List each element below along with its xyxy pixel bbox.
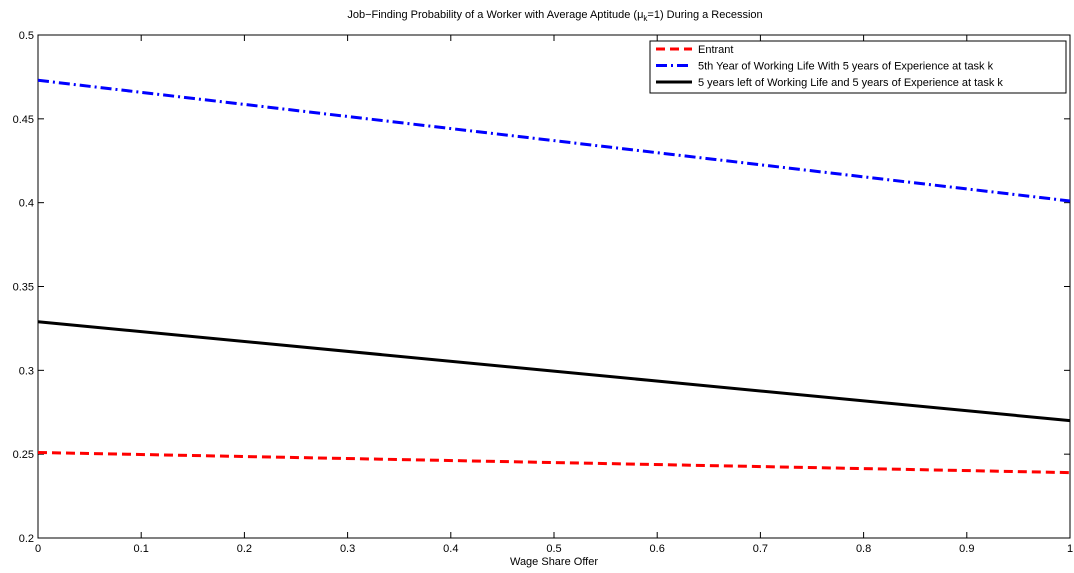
x-tick-label: 0.6 xyxy=(650,543,665,555)
chart-title-after: =1) During a Recession xyxy=(647,9,762,21)
y-tick-label: 0.3 xyxy=(19,365,34,377)
series-layer xyxy=(37,78,1071,475)
series-line-0 xyxy=(37,450,1071,475)
legend-label-2: 5 years left of Working Life and 5 years… xyxy=(698,77,1003,89)
y-tick-label: 0.4 xyxy=(19,198,34,210)
x-tick-label: 0.4 xyxy=(443,543,458,555)
x-tick-label: 0.8 xyxy=(856,543,871,555)
y-tick-label: 0.35 xyxy=(13,282,34,294)
x-tick-label: 1 xyxy=(1067,543,1073,555)
legend-box xyxy=(649,40,1067,94)
x-axis-label: Wage Share Offer xyxy=(510,556,598,568)
x-tick-label: 0.5 xyxy=(546,543,561,555)
x-tick-label: 0 xyxy=(35,543,41,555)
y-tick-label: 0.25 xyxy=(13,449,34,461)
chart-title-sub: k xyxy=(643,14,648,23)
x-tick-label: 0.3 xyxy=(340,543,355,555)
y-tick-label: 0.45 xyxy=(13,114,34,126)
chart-title: Job−Finding Probability of a Worker with… xyxy=(347,9,762,23)
chart-title-before: Job−Finding Probability of a Worker with… xyxy=(347,9,637,21)
x-tick-label: 0.1 xyxy=(134,543,149,555)
legend-label-0: Entrant xyxy=(698,44,733,56)
y-tick-label: 0.5 xyxy=(19,30,34,42)
legend-label-1: 5th Year of Working Life With 5 years of… xyxy=(698,61,994,73)
chart-title-mu: μ xyxy=(637,9,643,21)
axis-ticks: 0 0.1 0.2 0.3 0.4 0.5 0.6 0.7 0.8 0.9 1 0.2 0.25 0.3 0… xyxy=(13,30,1073,555)
x-tick-label: 0.2 xyxy=(237,543,252,555)
x-tick-label: 0.7 xyxy=(753,543,768,555)
series-line-1 xyxy=(37,78,1071,203)
legend-items: Entrant 5th Year of Working Life With 5 y… xyxy=(656,44,1003,89)
plot-area xyxy=(37,34,1071,539)
legend: Entrant 5th Year of Working Life With 5 y… xyxy=(649,40,1067,94)
y-tick-label: 0.2 xyxy=(19,533,34,545)
series-line-2 xyxy=(37,320,1071,423)
x-tick-label: 0.9 xyxy=(959,543,974,555)
